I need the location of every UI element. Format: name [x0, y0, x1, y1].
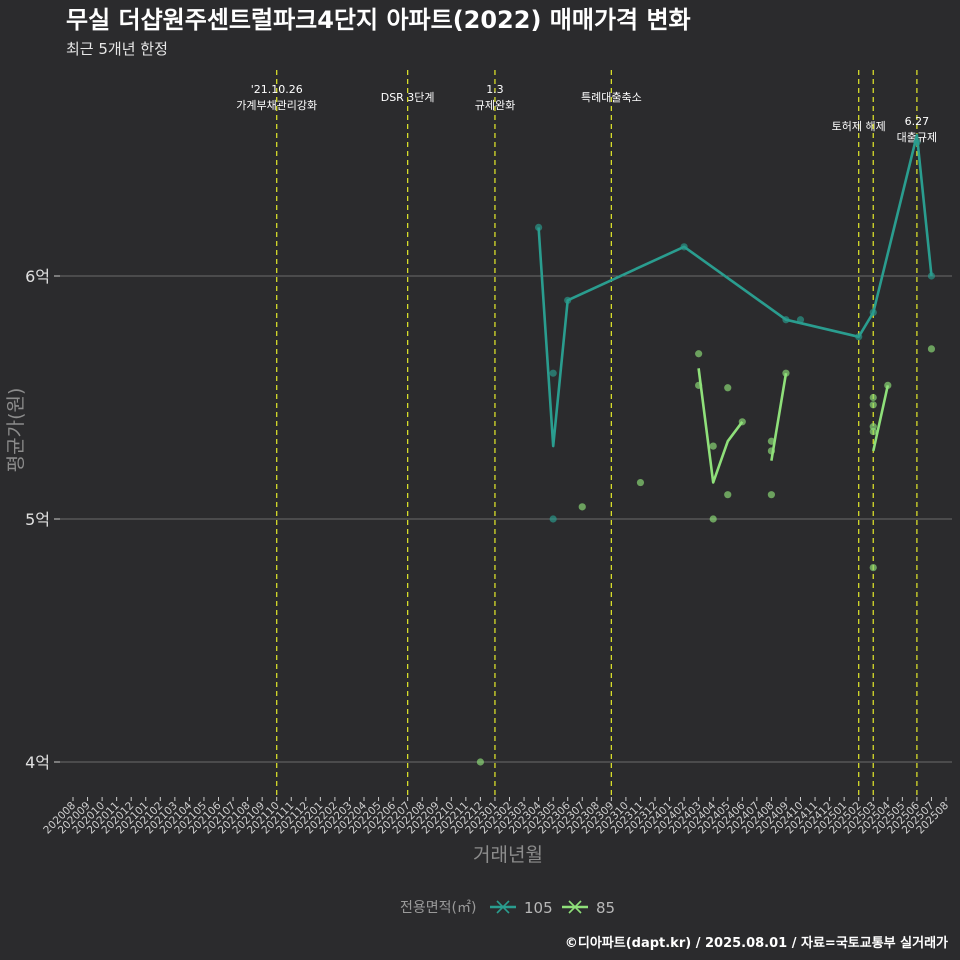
y-tick-label: 6억 [25, 267, 50, 286]
data-point-105 [549, 369, 557, 377]
event-markers: '21.10.26 가계부채관리강화 DSR 3단계 1.3 규제완화 특례대출축소토허제… [236, 70, 937, 795]
event-label: 토허제 해제 [832, 119, 886, 133]
data-point-85 [578, 503, 586, 511]
event-label: 특례대출축소 [581, 91, 642, 104]
data-point-85 [927, 345, 936, 353]
data-point-105 [549, 515, 557, 523]
data-point-85 [709, 515, 717, 523]
data-point-85 [869, 393, 877, 402]
x-axis-ticks: 2020082020092020102020112020122021012021… [41, 797, 951, 836]
data-point-85 [738, 418, 746, 426]
chart-title: 무실 더샵원주센트럴파크4단지 아파트(2022) 매매가격 변화 [66, 6, 691, 34]
source-caption: ©디아파트(dapt.kr) / 2025.08.01 / 자료=국토교통부 실… [565, 935, 948, 951]
y-tick-label: 4억 [25, 753, 50, 772]
x-axis-label: 거래년월 [473, 844, 543, 866]
legend-label-85: 85 [596, 899, 615, 917]
data-point-105 [855, 333, 863, 341]
data-point-85 [724, 491, 732, 499]
data-point-85 [695, 381, 703, 389]
data-point-85 [709, 442, 717, 450]
data-point-105 [535, 223, 543, 231]
y-axis-label: 평균가(원) [5, 388, 27, 473]
data-point-105 [782, 316, 790, 324]
data-point-105 [869, 308, 877, 317]
legend-label-105: 105 [524, 899, 553, 917]
data-point-105 [913, 138, 921, 146]
data-point-85 [869, 564, 877, 572]
data-point-85 [767, 491, 776, 499]
grid-lines [60, 275, 952, 763]
series-line-85 [697, 368, 744, 484]
data-point-85 [884, 381, 892, 389]
legend-key-cross-b [496, 900, 510, 914]
chart-subtitle: 최근 5개년 한정 [66, 40, 168, 58]
data-point-105 [680, 243, 688, 251]
event-label: 규제완화 [475, 99, 515, 112]
data-point-85 [636, 478, 645, 487]
event-label: 6.27 [905, 115, 930, 128]
legend: 전용면적(㎡) 105 85 [400, 899, 615, 917]
data-point-85 [767, 437, 776, 445]
data-point-85 [724, 384, 732, 392]
event-label: 1.3 [486, 83, 504, 96]
data-point-85 [767, 447, 776, 455]
data-point-85 [869, 401, 877, 409]
y-axis-ticks: 4억 5억 6억 [25, 267, 60, 772]
data-point-85 [782, 369, 790, 377]
data-point-85 [695, 350, 703, 358]
data-series [476, 133, 936, 766]
event-label: '21.10.26 [251, 83, 303, 96]
legend-key-cross-b [568, 900, 582, 914]
data-point-105 [796, 316, 805, 324]
event-label: 가계부채관리강화 [236, 99, 317, 112]
event-label: DSR 3단계 [381, 91, 435, 104]
data-point-105 [564, 296, 572, 304]
data-point-85 [476, 758, 484, 766]
y-tick-label: 5억 [25, 510, 50, 529]
data-point-105 [927, 272, 936, 280]
series-line-85 [770, 372, 788, 461]
legend-title: 전용면적(㎡) [400, 900, 476, 916]
series-line-85 [872, 385, 890, 452]
data-point-85 [869, 427, 877, 436]
